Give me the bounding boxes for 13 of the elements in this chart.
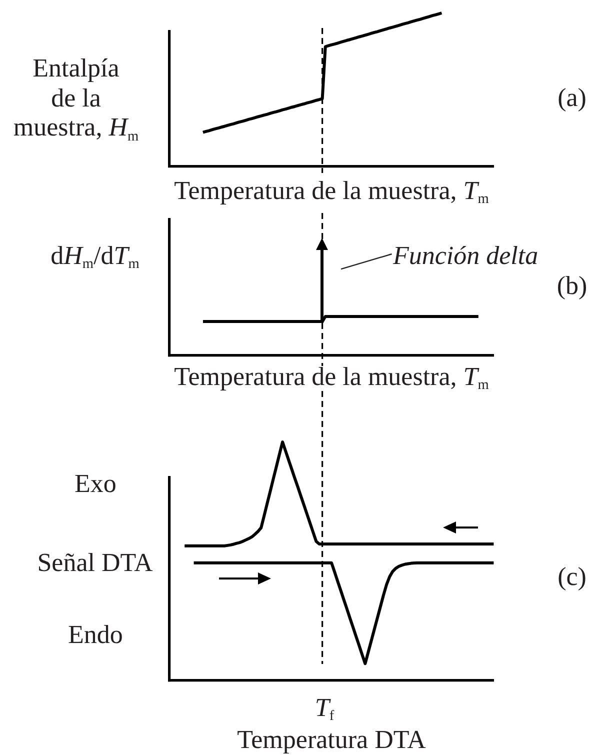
text: Endo [68, 620, 123, 650]
text: Función delta [393, 240, 538, 270]
y-axis-title: dH$_{m}$/dT$_{m}$ [50, 241, 140, 272]
y-axis-title: Entalpía de la muestra, H$_{m}$ [13, 54, 139, 144]
x-axis-title: Temperatura DTA [237, 725, 426, 755]
text: Exo [74, 470, 116, 500]
text: (b) [556, 271, 588, 301]
text: (c) [558, 562, 586, 592]
x-axis-title: Temperatura de la muestra, T$_{m}$ [174, 176, 489, 208]
text: (a) [558, 83, 586, 113]
text: T$_{f}$ [314, 693, 334, 724]
y-axis-title: Señal DTA [37, 548, 153, 578]
x-axis-title: Temperatura de la muestra, T$_{m}$ [174, 362, 489, 394]
